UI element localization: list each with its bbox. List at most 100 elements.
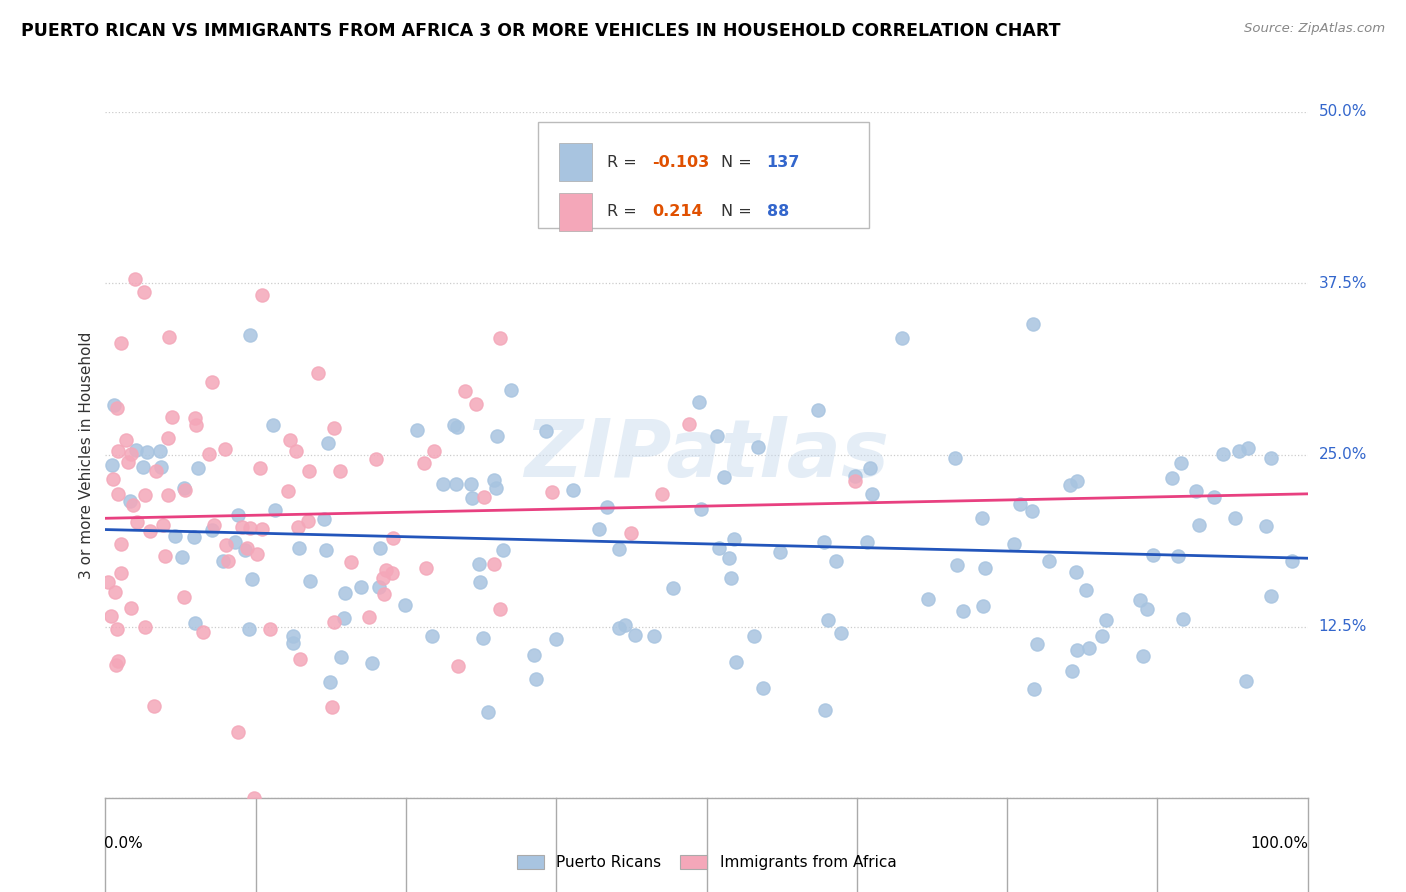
Point xyxy=(1142,548,1164,562)
Point xyxy=(250,287,273,301)
Point xyxy=(107,654,129,668)
Point xyxy=(859,461,882,475)
Point xyxy=(263,503,285,517)
Point xyxy=(145,464,167,478)
Point xyxy=(149,444,172,458)
Point xyxy=(217,554,239,568)
Point xyxy=(157,330,180,344)
Point xyxy=(298,464,321,478)
Point xyxy=(107,443,129,458)
Point xyxy=(1066,642,1088,657)
Point xyxy=(1077,640,1099,655)
Point xyxy=(1038,554,1060,568)
Point xyxy=(613,618,636,632)
Point xyxy=(322,421,344,435)
Point xyxy=(330,650,353,665)
Point xyxy=(323,615,346,629)
Point xyxy=(1212,447,1234,461)
Point xyxy=(917,591,939,606)
Point xyxy=(238,622,260,636)
Point xyxy=(357,609,380,624)
Point xyxy=(233,542,256,557)
Point xyxy=(477,705,499,719)
Point xyxy=(830,626,852,640)
Point xyxy=(620,525,643,540)
Point xyxy=(1022,681,1045,696)
Point xyxy=(485,481,508,495)
Point xyxy=(706,429,728,443)
Point xyxy=(890,331,912,345)
Point xyxy=(482,473,505,487)
Text: R =: R = xyxy=(607,204,641,219)
Point xyxy=(1170,456,1192,470)
Point xyxy=(157,488,180,502)
Point xyxy=(139,524,162,538)
Point xyxy=(1223,510,1246,524)
Point xyxy=(193,624,215,639)
Point xyxy=(297,515,319,529)
Point xyxy=(643,629,665,643)
Point xyxy=(523,648,546,662)
Point xyxy=(236,541,259,556)
Point xyxy=(689,502,711,516)
Point xyxy=(132,285,155,300)
Point xyxy=(364,452,387,467)
Point xyxy=(651,487,673,501)
Text: 50.0%: 50.0% xyxy=(1319,104,1367,119)
Point xyxy=(1129,592,1152,607)
Point xyxy=(173,590,195,604)
Point xyxy=(315,542,337,557)
Text: R =: R = xyxy=(607,154,641,169)
Point xyxy=(468,557,491,571)
Point xyxy=(381,566,404,580)
Point xyxy=(945,558,967,572)
Point xyxy=(333,611,356,625)
Point xyxy=(725,655,748,669)
Point xyxy=(114,433,136,447)
Point xyxy=(1281,554,1303,568)
Point xyxy=(350,580,373,594)
Point xyxy=(299,574,322,588)
Text: N =: N = xyxy=(721,204,756,219)
Point xyxy=(104,585,127,599)
Point xyxy=(447,659,470,673)
Point xyxy=(186,417,208,432)
Point xyxy=(405,423,427,437)
Point xyxy=(460,491,482,505)
Point xyxy=(769,545,792,559)
Point xyxy=(541,485,564,500)
Point xyxy=(609,621,631,635)
Point xyxy=(214,442,236,457)
Point xyxy=(413,456,436,470)
Point xyxy=(860,487,883,501)
Point xyxy=(277,484,299,499)
Point xyxy=(117,455,139,469)
Point xyxy=(124,272,146,286)
Point xyxy=(250,522,273,536)
Text: 25.0%: 25.0% xyxy=(1319,448,1367,462)
Point xyxy=(281,629,304,643)
Point xyxy=(465,397,488,411)
Point xyxy=(470,574,492,589)
Point xyxy=(1008,497,1031,511)
Point xyxy=(238,327,260,342)
Point xyxy=(361,656,384,670)
Point xyxy=(1002,537,1025,551)
Point xyxy=(143,698,166,713)
Point xyxy=(329,464,352,478)
Point xyxy=(1260,590,1282,604)
Point xyxy=(720,571,742,585)
Point xyxy=(100,608,122,623)
Point xyxy=(952,604,974,618)
Point xyxy=(472,631,495,645)
Point xyxy=(215,538,238,552)
Point xyxy=(316,436,339,450)
Point xyxy=(1059,477,1081,491)
Point xyxy=(856,535,879,549)
Point xyxy=(623,628,645,642)
Point xyxy=(246,547,269,561)
Point xyxy=(1161,471,1184,485)
Text: 37.5%: 37.5% xyxy=(1319,276,1367,291)
Point xyxy=(120,601,142,615)
Point xyxy=(287,520,309,534)
